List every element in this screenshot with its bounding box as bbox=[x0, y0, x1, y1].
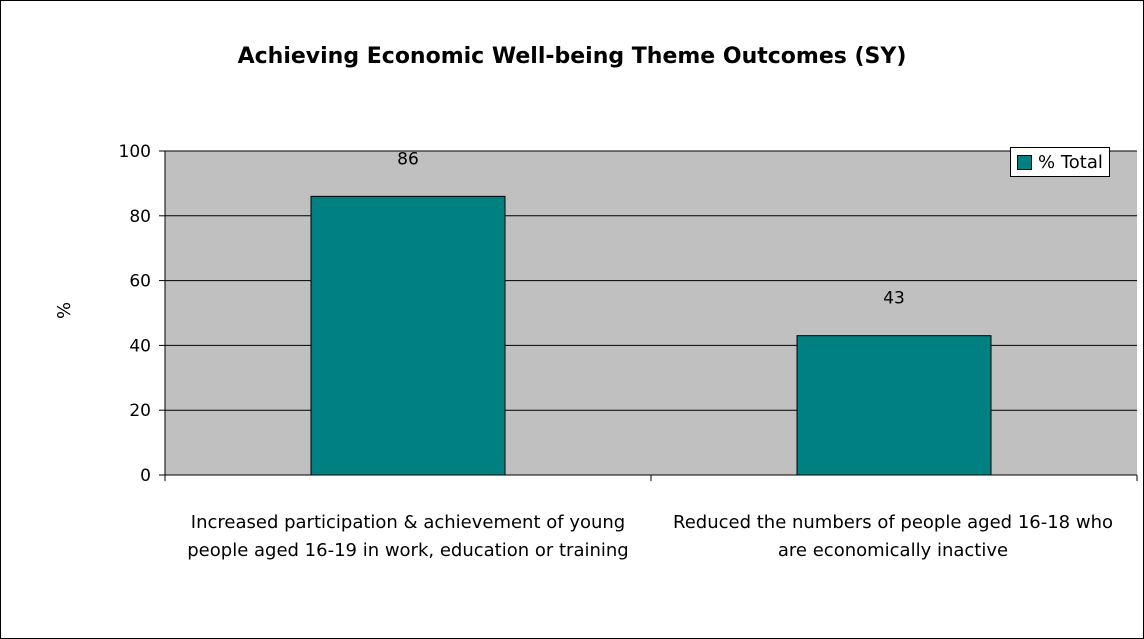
y-axis-label: % bbox=[54, 301, 76, 320]
data-labels: 86 43 bbox=[397, 149, 905, 308]
legend-swatch bbox=[1017, 154, 1032, 170]
y-tick-label: 0 bbox=[140, 466, 151, 486]
bars-group bbox=[310, 195, 992, 476]
y-tick-label: 40 bbox=[129, 336, 151, 356]
x-category-label-2: Reduced the numbers of people aged 16-18… bbox=[673, 512, 1113, 561]
y-tick-label: 60 bbox=[129, 272, 151, 292]
y-tick-labels: 0 20 40 60 80 100 bbox=[119, 142, 151, 486]
y-tick-label: 100 bbox=[119, 142, 151, 162]
chart-title: Achieving Economic Well-being Theme Outc… bbox=[237, 44, 907, 69]
bar-1 bbox=[310, 195, 506, 476]
legend-label: % Total bbox=[1038, 151, 1103, 173]
x-category-label-1: Increased participation & achievement of… bbox=[187, 512, 629, 561]
data-label-1: 86 bbox=[397, 149, 419, 169]
bar-2 bbox=[796, 335, 992, 476]
y-tick-label: 20 bbox=[129, 401, 151, 421]
y-tick-label: 80 bbox=[129, 207, 151, 227]
legend: % Total bbox=[1010, 147, 1110, 177]
axes bbox=[159, 150, 1138, 481]
data-label-2: 43 bbox=[883, 289, 905, 309]
